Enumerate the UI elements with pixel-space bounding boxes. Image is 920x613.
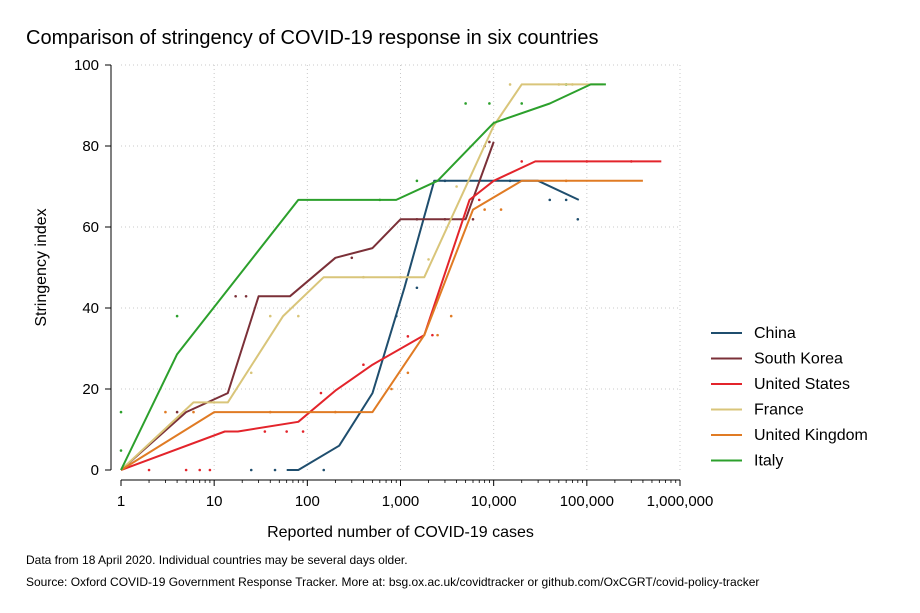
x-axis-label: Reported number of COVID-19 cases — [267, 524, 534, 541]
lines-layer — [120, 83, 662, 471]
data-point-france — [508, 83, 512, 86]
data-point-italy — [175, 314, 179, 318]
series-line-united-states — [120, 160, 662, 471]
x-tick-label: 100,000 — [560, 493, 614, 510]
data-point-france — [249, 371, 253, 375]
data-point-south-korea — [234, 294, 237, 298]
data-point-united-kingdom — [436, 333, 439, 337]
data-point-united-states — [431, 333, 434, 337]
data-point-south-korea — [488, 140, 491, 144]
data-point-italy — [520, 102, 524, 105]
data-point-united-kingdom — [499, 208, 503, 211]
data-point-italy — [488, 102, 491, 105]
data-point-united-states — [406, 335, 410, 338]
data-point-united-states — [147, 468, 151, 472]
data-point-china — [273, 468, 277, 472]
legend-label-china: China — [754, 325, 796, 342]
data-point-united-states — [198, 468, 202, 472]
data-point-united-states — [285, 430, 288, 433]
source-note: Source: Oxford COVID-19 Government Respo… — [26, 575, 760, 589]
data-point-united-states — [319, 391, 323, 395]
data-point-china — [322, 468, 326, 472]
data-point-south-korea — [244, 294, 248, 298]
x-tick-label: 1,000 — [382, 493, 420, 510]
y-tick-label: 100 — [74, 57, 99, 74]
data-point-china — [576, 218, 580, 221]
data-point-south-korea — [175, 410, 179, 414]
chart-svg: Comparison of stringency of COVID-19 res… — [26, 27, 868, 541]
data-point-south-korea — [350, 256, 354, 260]
data-point-united-kingdom — [164, 410, 167, 414]
data-point-italy — [415, 179, 419, 183]
y-axis-label: Stringency index — [33, 208, 50, 326]
series-line-south-korea — [120, 141, 495, 471]
data-point-china — [415, 286, 419, 290]
data-point-united-kingdom — [483, 208, 486, 211]
y-tick-label: 40 — [82, 300, 99, 317]
data-point-united-kingdom — [449, 314, 453, 318]
data-point-france — [268, 314, 272, 318]
data-point-italy — [119, 449, 123, 452]
axes-layer: 0 20 40 60 80 100 1 10 100 1,000 10,000 100,000 1,00… — [74, 57, 713, 510]
data-point-china — [249, 468, 253, 472]
data-point-italy — [464, 102, 467, 105]
x-tick-label: 10,000 — [471, 493, 517, 510]
legend-label-south-korea: South Korea — [754, 351, 843, 368]
data-point-china — [548, 198, 552, 202]
data-point-united-kingdom — [192, 410, 195, 414]
data-point-united-states — [477, 198, 481, 202]
data-point-united-states — [520, 160, 524, 163]
y-tick-label: 0 — [91, 462, 99, 479]
series-line-china — [286, 179, 580, 471]
x-tick-label: 100 — [295, 493, 320, 510]
data-date-note: Data from 18 April 2020. Individual coun… — [26, 553, 408, 567]
data-point-united-states — [184, 468, 188, 472]
chart-title: Comparison of stringency of COVID-19 res… — [26, 27, 598, 49]
data-point-united-kingdom — [406, 371, 410, 375]
x-tick-label: 10 — [206, 493, 223, 510]
y-tick-label: 20 — [82, 381, 99, 398]
data-point-france — [427, 258, 430, 261]
legend-label-france: France — [754, 402, 804, 419]
series-line-france — [120, 83, 604, 471]
grid-layer — [121, 64, 681, 470]
legend: China South Korea United States France Unite… — [711, 325, 868, 470]
series-line-united-kingdom — [120, 179, 643, 471]
y-tick-label: 80 — [82, 138, 99, 155]
legend-label-united-states: United States — [754, 376, 850, 393]
data-point-france — [455, 185, 458, 188]
data-point-united-states — [301, 430, 305, 433]
y-tick-label: 60 — [82, 219, 99, 236]
data-point-united-states — [208, 468, 212, 472]
data-point-italy — [119, 410, 123, 414]
data-point-united-states — [362, 363, 365, 367]
x-tick-label: 1 — [117, 493, 125, 510]
data-point-south-korea — [471, 218, 475, 221]
legend-label-united-kingdom: United Kingdom — [754, 427, 868, 444]
data-point-united-states — [263, 430, 267, 433]
data-point-united-kingdom — [390, 387, 393, 391]
data-point-france — [297, 314, 300, 318]
legend-label-italy: Italy — [754, 453, 783, 470]
series-line-italy — [120, 83, 606, 471]
data-point-china — [564, 198, 568, 202]
x-tick-label: 1,000,000 — [647, 493, 714, 510]
